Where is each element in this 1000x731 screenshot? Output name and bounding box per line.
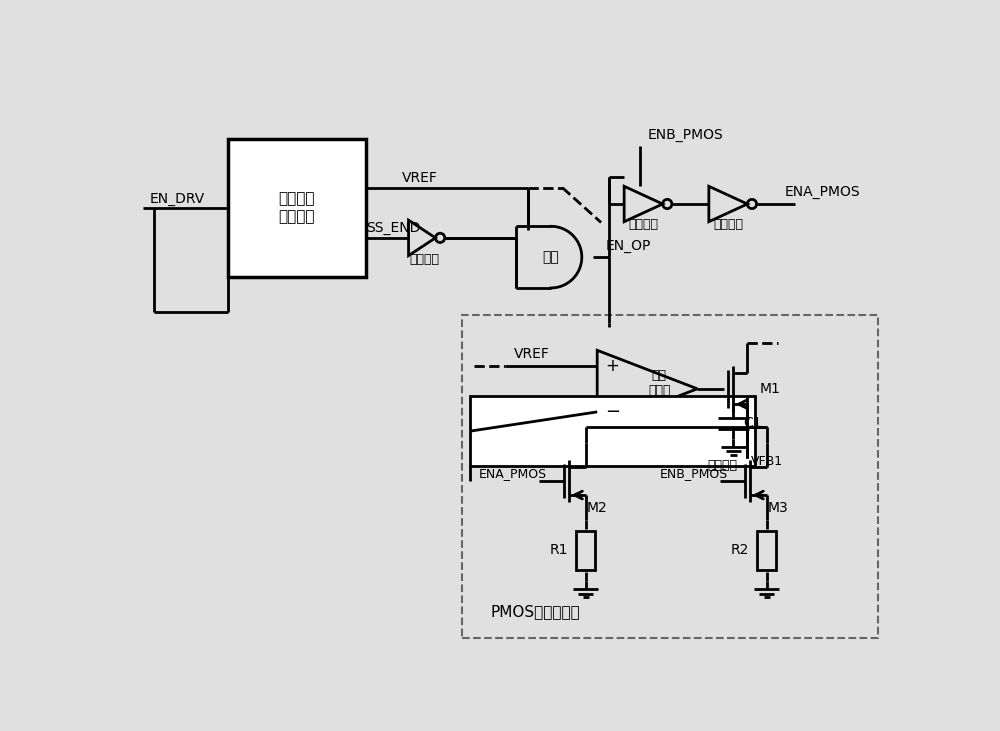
Text: SS_END: SS_END xyxy=(366,221,420,235)
Text: ENB_PMOS: ENB_PMOS xyxy=(659,467,728,480)
Text: 第三非门: 第三非门 xyxy=(713,219,743,231)
Text: 第二非门: 第二非门 xyxy=(628,219,658,231)
FancyBboxPatch shape xyxy=(228,139,366,277)
Text: VREF: VREF xyxy=(514,347,550,361)
Text: 补偿电容: 补偿电容 xyxy=(707,459,737,472)
Text: ENB_PMOS: ENB_PMOS xyxy=(648,128,724,142)
Text: M1: M1 xyxy=(760,382,781,395)
Text: 与门: 与门 xyxy=(543,250,559,264)
Text: M3: M3 xyxy=(768,501,789,515)
Text: 第一非门: 第一非门 xyxy=(409,253,439,266)
Text: EN_DRV: EN_DRV xyxy=(150,192,205,205)
Text: ENA_PMOS: ENA_PMOS xyxy=(784,186,860,200)
FancyBboxPatch shape xyxy=(462,315,878,638)
FancyBboxPatch shape xyxy=(470,396,755,466)
Text: PMOS软启动电路: PMOS软启动电路 xyxy=(491,605,580,620)
Text: −: − xyxy=(605,403,620,421)
Text: EN_OP: EN_OP xyxy=(605,238,651,253)
Text: 斜坡电压
产生电路: 斜坡电压 产生电路 xyxy=(279,192,315,224)
Text: R2: R2 xyxy=(730,543,749,558)
Text: R1: R1 xyxy=(549,543,568,558)
Text: M2: M2 xyxy=(587,501,608,515)
Text: 运算
放大器: 运算 放大器 xyxy=(648,368,671,397)
Text: C1: C1 xyxy=(743,417,762,431)
Text: ENA_PMOS: ENA_PMOS xyxy=(478,467,547,480)
Text: +: + xyxy=(606,357,620,375)
FancyBboxPatch shape xyxy=(757,531,776,569)
FancyBboxPatch shape xyxy=(576,531,595,569)
Text: VFB1: VFB1 xyxy=(751,455,783,469)
Text: VREF: VREF xyxy=(402,171,438,185)
